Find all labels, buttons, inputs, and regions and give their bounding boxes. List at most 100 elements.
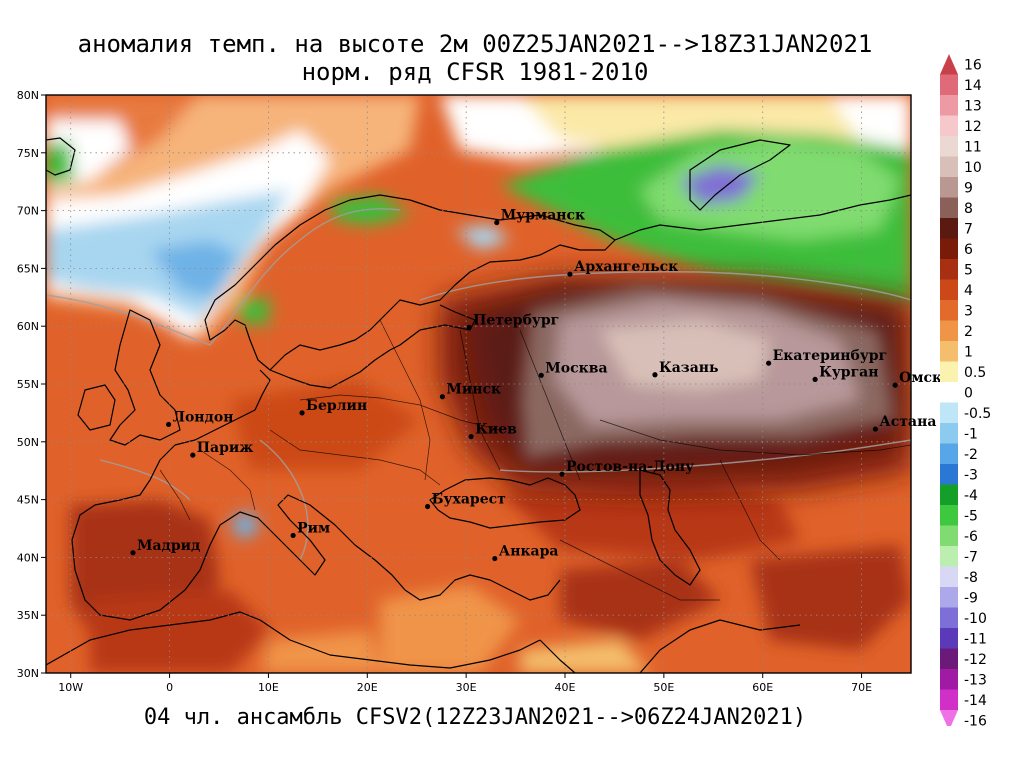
legend-label: 6 [964,242,973,258]
legend-label: 11 [964,139,982,155]
lat-tick-label: 80N [17,89,39,102]
legend-label: 4 [964,283,973,299]
city-label: Екатеринбург [773,348,888,364]
legend-swatch [940,710,958,726]
lat-tick-label: 35N [17,609,39,622]
britain-coast [109,309,181,446]
legend-label: -14 [964,693,987,709]
city-marker [439,394,446,400]
legend-label: -9 [964,590,978,606]
russian-arctic-coast [614,194,911,241]
city-marker [466,324,472,330]
lon-tick-label: 60E [752,681,773,694]
city-marker [652,372,658,378]
legend-label: -0.5 [964,406,991,422]
legend-label: -13 [964,672,987,688]
city-marker [165,421,172,428]
legend-swatch [940,115,958,136]
legend-swatch [940,402,958,423]
lon-tick-label: 10W [58,681,83,694]
coastlines [46,137,911,673]
legend-label: -7 [964,549,978,565]
city-label: Берлин [306,398,367,414]
black-sea-coast [429,477,581,529]
city-label: Казань [659,360,719,376]
legend-swatch [940,218,958,239]
novaya-zemlya [689,139,791,211]
legend-swatch [940,156,958,177]
country-borders [159,319,911,601]
legend-swatch [940,361,958,382]
legend-label: -12 [964,652,987,668]
legend-label: 13 [964,98,982,114]
lat-tick-label: 70N [17,205,39,218]
city-label: Курган [819,364,878,380]
legend-swatch [940,484,958,505]
warm-anomaly-south [70,380,911,673]
map-title-line-2: норм. ряд CFSR 1981-2010 [301,58,649,86]
africa-coast [46,611,541,669]
legend-label: 8 [964,201,973,217]
legend-label: -1 [964,426,978,442]
city-marker [492,555,498,562]
caspian-coast [639,469,701,586]
city-marker [538,372,544,378]
legend-label: -8 [964,570,978,586]
city-label: Бухарест [432,492,507,508]
baltic-coast [269,304,476,389]
city-marker [494,219,500,226]
lon-tick-label: 30E [456,681,477,694]
lat-tick-label: 40N [17,551,39,564]
legend-label: -16 [964,713,987,726]
cold-anomaly-north [46,95,911,340]
legend-swatch [940,669,958,690]
legend-swatch [940,566,958,587]
legend-label: 14 [964,78,982,94]
legend-label: 12 [964,119,982,135]
peak-warm-anomaly [520,285,895,460]
legend-swatch [940,628,958,649]
legend-label: 9 [964,180,973,196]
legend-label: -6 [964,529,978,545]
legend-label: -2 [964,447,978,463]
lon-tick-label: 70E [851,681,872,694]
legend-label: -11 [964,631,987,647]
scandinavia-coast [204,194,616,371]
lon-tick-label: 20E [357,681,378,694]
lat-tick-label: 45N [17,494,39,507]
city-marker [559,471,565,477]
lat-tick-label: 65N [17,262,39,275]
legend-label: 7 [964,221,973,237]
lon-tick-label: 40E [555,681,576,694]
city-marker [468,433,474,440]
legend-swatch [940,382,958,403]
city-label: Анкара [499,544,559,560]
legend-swatch [940,136,958,157]
lon-tick-label: 10E [258,681,279,694]
legend-label: 0.5 [964,365,986,381]
axis-ticks: 80N 75N 70N 65N 60N 55N 50N 45N 40N 35N 30N 10W 0 10E… [17,89,872,694]
city-marker [299,410,305,416]
city-label: Ростов-на-Дону [566,459,694,475]
legend-swatch [940,525,958,546]
city-marker [812,376,818,382]
legend-swatch [940,505,958,526]
iceland-area-coast [46,137,76,176]
city-marker [766,360,772,366]
city-label: Мурманск [501,208,585,224]
legend-swatch [940,259,958,280]
lat-tick-label: 75N [17,147,39,160]
legend-swatch [940,300,958,321]
arabia-coast [539,619,801,673]
legend-swatch [940,177,958,198]
legend-swatch [940,341,958,362]
legend-label: -5 [964,508,978,524]
legend-label: -10 [964,611,987,627]
ireland-coast [77,384,116,431]
graticule [46,95,911,673]
legend-label: 3 [964,303,973,319]
legend-label: 2 [964,324,973,340]
city-label: Минск [446,382,501,398]
legend-swatch [940,607,958,628]
